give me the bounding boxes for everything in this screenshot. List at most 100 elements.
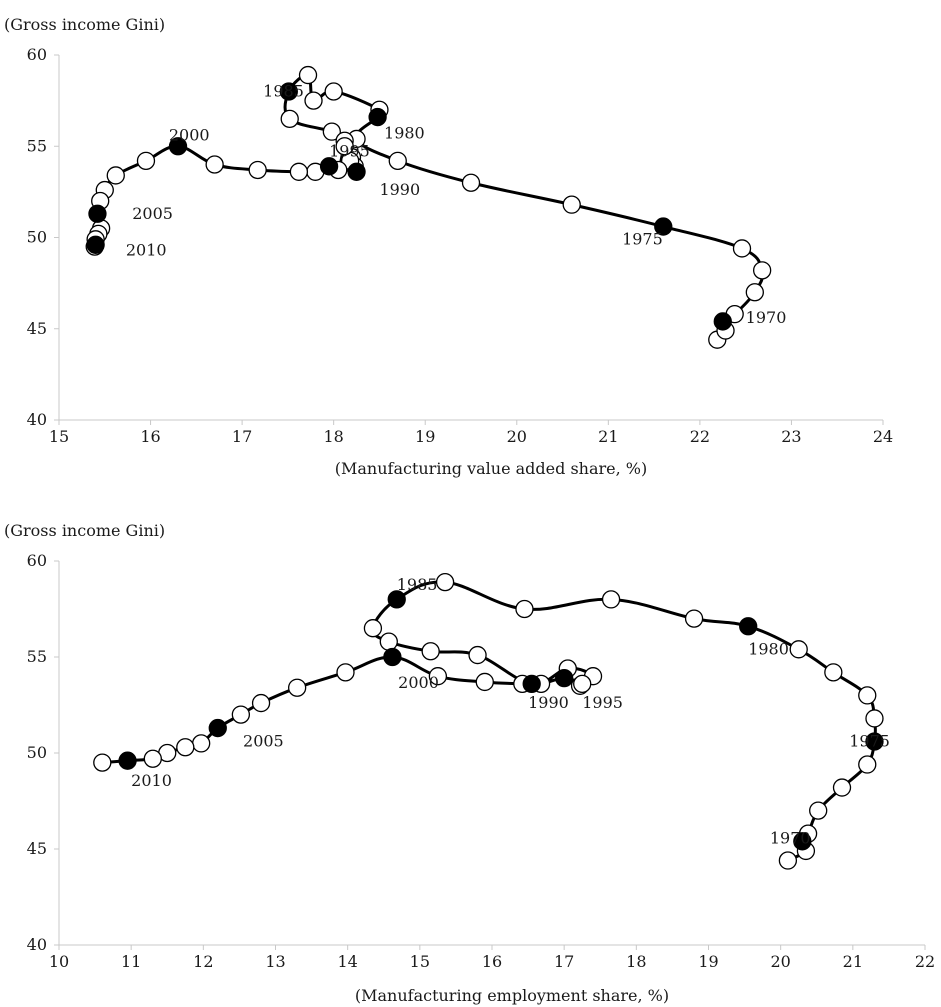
- y-tick-label: 40: [27, 410, 47, 429]
- point-marker: [515, 599, 534, 619]
- x-tick-label: 22: [915, 952, 935, 971]
- point-marker: [428, 667, 448, 686]
- markers: [85, 65, 772, 349]
- point-marker-highlight: [387, 590, 406, 609]
- point-marker: [335, 137, 354, 156]
- point-marker-highlight: [383, 647, 402, 667]
- year-label: 1980: [748, 639, 789, 658]
- point-marker: [824, 663, 843, 682]
- axes: [54, 560, 926, 950]
- year-label: 2000: [398, 673, 439, 692]
- chart-employment: (Gross income Gini) (Manufacturing emplo…: [4, 521, 935, 1005]
- x-tick-label: 19: [698, 952, 718, 971]
- y-axis-title: (Gross income Gini): [4, 521, 165, 540]
- point-marker: [106, 166, 125, 185]
- x-axis-title: (Manufacturing employment share, %): [355, 986, 669, 1005]
- point-marker: [205, 155, 224, 174]
- x-tick-label: 17: [232, 427, 252, 446]
- point-marker-highlight: [319, 157, 339, 176]
- year-label: 2010: [131, 771, 172, 790]
- point-marker-highlight: [522, 674, 541, 694]
- y-tick-label: 60: [27, 45, 47, 64]
- point-marker-highlight: [865, 732, 884, 751]
- point-marker: [289, 162, 309, 181]
- point-marker-highlight: [168, 137, 188, 156]
- point-marker-highlight: [793, 832, 812, 851]
- point-marker: [363, 619, 383, 638]
- point-marker: [684, 609, 704, 628]
- x-tick-label: 20: [770, 952, 790, 971]
- point-marker: [176, 738, 195, 757]
- x-tick-label: 13: [265, 952, 285, 971]
- x-tick-label: 20: [507, 427, 527, 446]
- point-marker: [752, 261, 772, 280]
- y-axis-title: (Gross income Gini): [4, 15, 165, 34]
- x-tick-label: 21: [598, 427, 618, 446]
- point-marker-highlight: [88, 204, 107, 223]
- point-marker: [231, 705, 251, 724]
- point-marker-highlight: [739, 617, 758, 636]
- point-marker-highlight: [208, 718, 227, 738]
- x-tick-label: 21: [843, 952, 863, 971]
- year-label: 2010: [126, 240, 167, 259]
- point-marker-highlight: [713, 312, 732, 331]
- point-marker: [336, 663, 355, 682]
- point-marker-highlight: [279, 82, 298, 101]
- y-tick-label: 45: [27, 319, 47, 338]
- y-tick-label: 40: [27, 935, 47, 954]
- year-label: 1970: [770, 828, 811, 847]
- x-tick-label: 10: [49, 952, 69, 971]
- point-marker: [778, 851, 798, 870]
- x-tick-label: 15: [49, 427, 69, 446]
- x-tick-label: 15: [410, 952, 430, 971]
- year-label: 1995: [582, 693, 623, 712]
- x-tick-label: 12: [193, 952, 213, 971]
- year-label: 1980: [384, 123, 425, 142]
- y-tick-label: 60: [27, 551, 47, 570]
- x-tick-label: 16: [482, 952, 502, 971]
- series-line: [93, 73, 765, 342]
- x-tick-label: 24: [873, 427, 893, 446]
- year-labels: 1970 1975 1980 1985 1990 1995 2000 2005 2010: [126, 82, 787, 327]
- point-marker: [562, 195, 581, 214]
- chart-value-added: (Gross income Gini) (Manufacturing value…: [4, 15, 893, 478]
- year-label: 1975: [849, 731, 890, 750]
- tick-labels: 15 16 17 18 19 20 21 22 23 24 40 45 50 55 60: [27, 45, 894, 446]
- year-label: 1990: [528, 693, 569, 712]
- point-marker: [298, 65, 318, 85]
- point-marker: [280, 109, 299, 129]
- point-marker: [601, 590, 621, 609]
- point-marker: [322, 122, 341, 141]
- x-tick-label: 19: [415, 427, 435, 446]
- point-marker: [475, 672, 494, 692]
- point-marker: [865, 709, 884, 728]
- year-label: 2005: [132, 204, 173, 223]
- axes: [54, 54, 884, 425]
- point-marker-highlight: [86, 235, 105, 254]
- point-marker: [93, 753, 112, 772]
- year-label: 1985: [397, 575, 438, 594]
- point-marker: [732, 239, 752, 258]
- point-marker: [248, 160, 267, 180]
- point-marker: [324, 82, 343, 101]
- point-marker: [468, 645, 487, 665]
- year-label: 2005: [243, 731, 284, 750]
- y-tick-label: 55: [27, 136, 47, 155]
- x-tick-label: 23: [781, 427, 801, 446]
- year-label: 1985: [263, 82, 304, 101]
- point-marker: [573, 674, 592, 694]
- year-labels: 1970 1975 1980 1985 1990 1995 2000 2005 2010: [131, 575, 890, 847]
- point-marker: [379, 632, 398, 651]
- point-marker-highlight: [654, 217, 673, 236]
- series: [93, 73, 765, 342]
- tick-labels: 10 11 12 13 14 15 16 17 18 19 20 21 22 40 45 50 55 60: [27, 551, 936, 971]
- point-marker: [789, 640, 808, 659]
- y-tick-label: 55: [27, 647, 47, 666]
- point-marker: [143, 749, 162, 768]
- point-marker: [192, 734, 211, 753]
- point-marker: [858, 755, 877, 774]
- x-tick-label: 22: [690, 427, 710, 446]
- year-label: 1995: [329, 142, 370, 161]
- point-marker: [136, 151, 156, 171]
